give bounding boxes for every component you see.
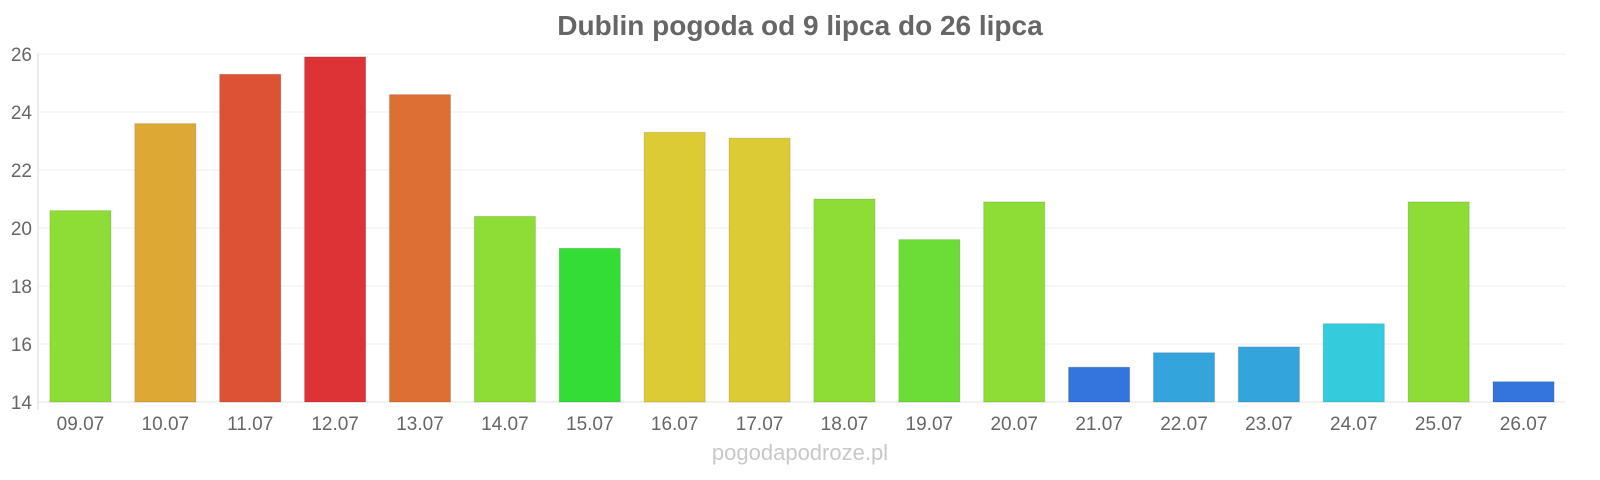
y-tick-labels: 14 16 18 20 22 24 26 — [11, 45, 33, 414]
bar-13.07 — [388, 94, 452, 403]
x-tick-labels: 09.07 10.07 11.07 12.07 13.07 14.07 15.07 16.07… — [57, 414, 1548, 435]
x-tick-label: 09.07 — [57, 414, 105, 435]
bars — [49, 56, 1555, 403]
x-tick-label: 21.07 — [1075, 414, 1123, 435]
y-tick-label: 22 — [11, 161, 32, 182]
x-tick-label: 12.07 — [311, 414, 359, 435]
x-tick-label: 22.07 — [1160, 414, 1208, 435]
bar-15.07 — [558, 247, 621, 403]
x-tick-label: 17.07 — [736, 414, 784, 435]
bar-12.07 — [304, 56, 367, 403]
y-tick-label: 16 — [11, 335, 32, 356]
chart-title: Dublin pogoda od 9 lipca do 26 lipca — [557, 10, 1043, 41]
x-tick-label: 23.07 — [1245, 414, 1293, 435]
bar-14.07 — [473, 215, 536, 403]
x-tick-label: 18.07 — [821, 414, 869, 435]
axes — [37, 54, 1566, 410]
x-tick-label: 24.07 — [1330, 414, 1378, 435]
bar-18.07 — [813, 198, 876, 403]
y-tick-label: 24 — [11, 103, 33, 124]
bar-24.07 — [1322, 323, 1385, 403]
bar-19.07 — [898, 239, 961, 403]
bar-16.07 — [643, 131, 706, 403]
x-tick-label: 15.07 — [566, 414, 614, 435]
x-tick-label: 26.07 — [1500, 414, 1548, 435]
x-tick-label: 14.07 — [481, 414, 529, 435]
bar-11.07 — [219, 73, 282, 403]
bar-21.07 — [1068, 366, 1131, 403]
bar-22.07 — [1152, 352, 1216, 403]
bar-20.07 — [983, 201, 1046, 403]
x-tick-label: 10.07 — [142, 414, 190, 435]
x-tick-label: 25.07 — [1415, 414, 1463, 435]
bar-09.07 — [49, 210, 112, 403]
bar-26.07 — [1492, 381, 1555, 403]
x-tick-label: 19.07 — [906, 414, 954, 435]
bar-17.07 — [728, 137, 791, 403]
x-tick-label: 13.07 — [396, 414, 444, 435]
y-tick-label: 26 — [11, 45, 32, 66]
bar-25.07 — [1407, 201, 1470, 403]
y-tick-label: 18 — [11, 277, 32, 298]
bar-23.07 — [1237, 346, 1300, 403]
watermark: pogodapodroze.pl — [711, 440, 889, 465]
y-tick-label: 14 — [11, 393, 33, 414]
x-tick-label: 11.07 — [227, 414, 273, 435]
y-tick-label: 20 — [11, 219, 32, 240]
x-tick-label: 20.07 — [990, 414, 1038, 435]
x-tick-label: 16.07 — [651, 414, 699, 435]
bar-10.07 — [134, 123, 197, 403]
